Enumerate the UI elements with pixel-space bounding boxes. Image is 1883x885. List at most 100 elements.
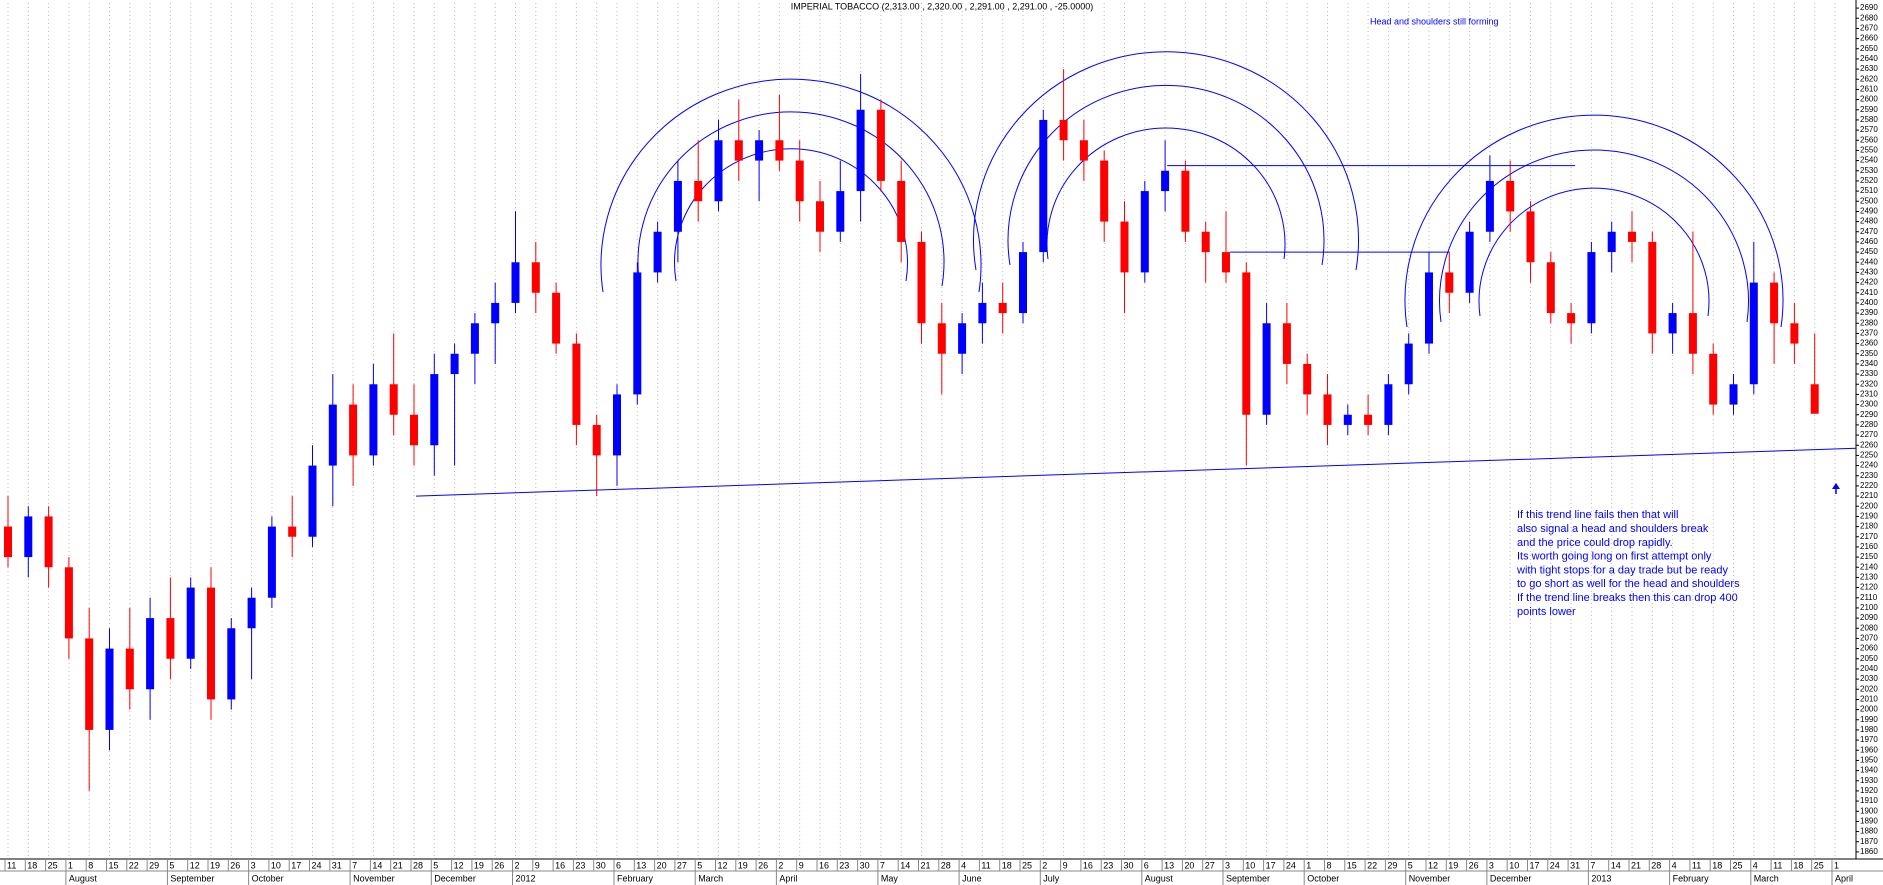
candle-body — [1749, 282, 1758, 385]
candle-body — [470, 323, 479, 354]
arc — [600, 78, 982, 293]
y-tick-label: 2510 — [1860, 186, 1878, 195]
y-tick-label: 2410 — [1860, 288, 1878, 297]
arc — [637, 111, 945, 287]
y-tick-label: 2020 — [1860, 684, 1878, 693]
x-tick-label: 13 — [1164, 860, 1174, 870]
month-label: August — [69, 873, 98, 883]
candle-body — [673, 180, 682, 232]
y-tick-label: 2380 — [1860, 318, 1878, 327]
candle-body — [1100, 160, 1109, 222]
y-tick-label: 2680 — [1860, 13, 1878, 22]
candle-body — [552, 292, 561, 344]
arrow-head — [1832, 483, 1840, 489]
y-tick-label: 1960 — [1860, 745, 1878, 754]
x-tick-label: 28 — [941, 860, 951, 870]
y-tick-label: 2540 — [1860, 156, 1878, 165]
y-tick-label: 1980 — [1860, 725, 1878, 734]
y-tick-label: 2600 — [1860, 95, 1878, 104]
candle-body — [1709, 353, 1718, 405]
candle-body — [1668, 313, 1677, 334]
x-tick-label: 13 — [636, 860, 646, 870]
x-tick-label: 30 — [596, 860, 606, 870]
y-tick-label: 2590 — [1860, 105, 1878, 114]
candle-body — [775, 140, 784, 161]
y-tick-label: 2350 — [1860, 349, 1878, 358]
y-tick-label: 2180 — [1860, 522, 1878, 531]
x-tick-label: 9 — [1063, 860, 1068, 870]
month-label: February — [617, 873, 654, 883]
x-tick-label: 30 — [1124, 860, 1134, 870]
y-tick-label: 2000 — [1860, 705, 1878, 714]
x-tick-label: 3 — [1489, 860, 1494, 870]
y-tick-label: 2120 — [1860, 583, 1878, 592]
month-label: November — [1409, 873, 1451, 883]
candle-body — [734, 140, 743, 161]
y-tick-label: 1990 — [1860, 715, 1878, 724]
x-tick-label: 2 — [515, 860, 520, 870]
candle-body — [349, 404, 358, 456]
x-tick-label: 31 — [1570, 860, 1580, 870]
x-tick-label: 10 — [271, 860, 281, 870]
y-tick-label: 2030 — [1860, 674, 1878, 683]
y-tick-label: 2430 — [1860, 268, 1878, 277]
x-tick-label: 8 — [88, 860, 93, 870]
arc — [1404, 114, 1784, 328]
candle-body — [1384, 384, 1393, 425]
y-tick-label: 2650 — [1860, 44, 1878, 53]
y-tick-label: 2470 — [1860, 227, 1878, 236]
x-tick-label: 2 — [1042, 860, 1047, 870]
x-tick-label: 6 — [616, 860, 621, 870]
y-tick-label: 1970 — [1860, 735, 1878, 744]
candle-body — [207, 587, 215, 700]
candle-body — [288, 526, 297, 537]
month-label: October — [252, 873, 284, 883]
x-tick-label: 4 — [1753, 860, 1758, 870]
y-tick-label: 2150 — [1860, 552, 1878, 561]
candle-body — [4, 526, 12, 558]
x-tick-label: 25 — [1733, 860, 1743, 870]
candle-body — [1019, 252, 1027, 314]
y-tick-label: 2360 — [1860, 339, 1878, 348]
x-tick-label: 1 — [68, 860, 73, 870]
candle-body — [146, 618, 155, 690]
x-tick-label: 16 — [555, 860, 565, 870]
y-tick-label: 2230 — [1860, 471, 1878, 480]
trend-line — [416, 447, 1857, 497]
candle-body — [227, 628, 236, 700]
candle-body — [1445, 272, 1454, 293]
candle-body — [1485, 180, 1494, 232]
y-tick-label: 1900 — [1860, 806, 1878, 815]
candle-body — [1648, 241, 1657, 334]
candle-body — [166, 618, 175, 659]
month-label: November — [353, 873, 395, 883]
y-tick-label: 2570 — [1860, 125, 1878, 134]
y-tick-label: 2520 — [1860, 176, 1878, 185]
x-tick-label: 2 — [778, 860, 783, 870]
x-tick-label: 10 — [1509, 860, 1519, 870]
y-tick-label: 2080 — [1860, 623, 1878, 632]
y-tick-label: 2290 — [1860, 410, 1878, 419]
candle-body — [1323, 394, 1332, 425]
y-tick-label: 2200 — [1860, 501, 1878, 510]
x-tick-label: 6 — [1144, 860, 1149, 870]
arc — [1439, 149, 1749, 323]
y-tick-label: 2610 — [1860, 85, 1878, 94]
y-tick-label: 2320 — [1860, 379, 1878, 388]
note-line: If this trend line fails then that will — [1517, 509, 1678, 521]
y-tick-label: 1940 — [1860, 766, 1878, 775]
note-line: to go short as well for the head and sho… — [1517, 578, 1740, 590]
y-tick-label: 2300 — [1860, 400, 1878, 409]
month-label: September — [1226, 873, 1270, 883]
x-tick-label: 18 — [1793, 860, 1803, 870]
y-tick-label: 2340 — [1860, 359, 1878, 368]
candle-body — [247, 597, 256, 629]
x-tick-label: 24 — [1550, 860, 1560, 870]
y-tick-label: 2210 — [1860, 491, 1878, 500]
note-line: also signal a head and shoulders break — [1517, 523, 1709, 535]
candle-body — [856, 109, 865, 192]
month-label: June — [962, 873, 982, 883]
x-tick-label: 14 — [372, 860, 382, 870]
candle-body — [755, 140, 764, 161]
candle-body — [531, 262, 540, 293]
